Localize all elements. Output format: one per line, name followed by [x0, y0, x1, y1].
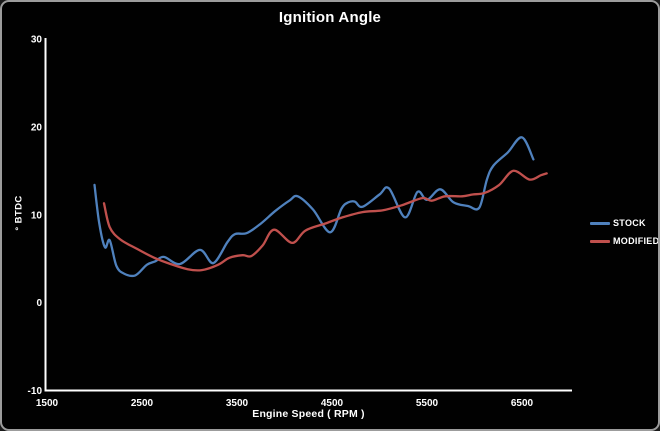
y-tick-label: 30	[31, 35, 43, 46]
x-axis-title: Engine Speed ( RPM )	[252, 408, 365, 420]
y-tick-label: 10	[31, 210, 43, 221]
legend-item-modified: MODIFIED	[590, 236, 660, 246]
modified-line-swatch	[590, 239, 610, 243]
y-tick-label: 0	[36, 298, 42, 309]
x-tick-label: 5500	[416, 398, 439, 409]
legend: STOCK MODIFIED	[590, 218, 660, 246]
chart-title: Ignition Angle	[278, 9, 382, 26]
legend-label-modified: MODIFIED	[613, 236, 660, 246]
y-tick-label: 20	[31, 122, 43, 133]
x-tick-label: 6500	[511, 398, 534, 409]
x-tick-label: 2500	[131, 398, 154, 409]
x-tick-label: 4500	[321, 398, 344, 409]
y-tick-label: -10	[28, 386, 43, 397]
x-tick-label: 3500	[226, 398, 249, 409]
legend-item-stock: STOCK	[590, 218, 658, 228]
legend-label-stock: STOCK	[613, 218, 646, 228]
y-axis-title: ° BTDC	[13, 195, 25, 231]
stock-line-swatch	[590, 221, 610, 225]
series-line-stock	[93, 136, 535, 278]
x-tick-label: 1500	[36, 398, 59, 409]
series-line-modified	[102, 169, 548, 272]
